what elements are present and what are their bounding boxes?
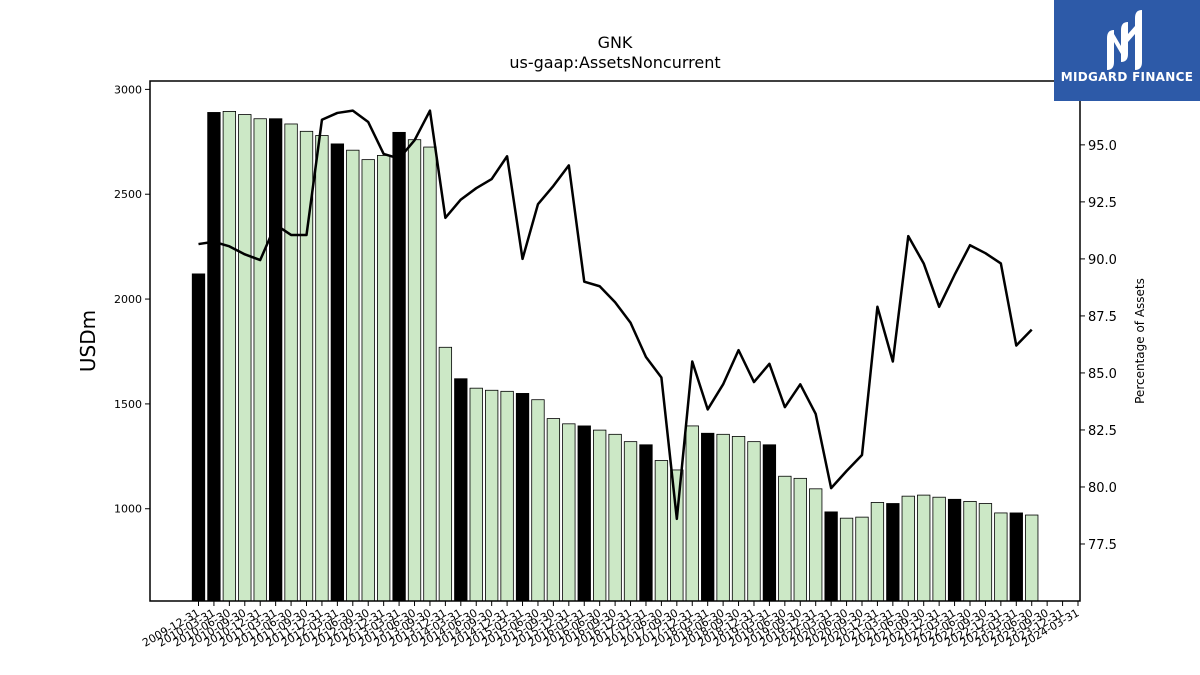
y-tick-label: 1500 <box>114 398 142 411</box>
bar-51 <box>978 503 993 602</box>
bar-18 <box>469 387 483 602</box>
y2-tick-label: 82.5 <box>1088 424 1117 439</box>
bar-28 <box>623 441 638 602</box>
logo-text: MIDGARD FINANCE <box>1061 70 1193 84</box>
bar-53 <box>1009 512 1023 602</box>
y2-tick-label: 95.0 <box>1088 139 1117 154</box>
x-axis: 2009-12-312010-03-312010-06-302010-09-30… <box>140 601 1082 650</box>
bar-0 <box>191 273 206 602</box>
left-axis: 1000 1500 2000 2500 3000 <box>114 83 150 516</box>
bar-27 <box>608 433 622 602</box>
bar-40 <box>809 488 823 602</box>
bar-32 <box>685 425 699 602</box>
bar-33 <box>701 432 715 602</box>
y-axis-label: USDm <box>76 310 100 372</box>
y2-tick-label: 85.0 <box>1088 367 1117 382</box>
y2-axis-label: Percentage of Assets <box>1133 278 1147 404</box>
right-axis: 77.5 80.0 82.5 85.0 87.5 90.0 92.5 95.0 <box>1080 139 1117 553</box>
y-tick-label: 2500 <box>114 188 142 201</box>
bar-47 <box>917 494 931 602</box>
bar-49 <box>947 498 962 602</box>
brand-logo: MIDGARD FINANCE <box>1054 0 1200 101</box>
bar-48 <box>932 496 946 602</box>
chart-subtitle: us-gaap:AssetsNoncurrent <box>509 53 720 72</box>
y-tick-label: 2000 <box>114 293 142 306</box>
bar-20 <box>500 390 514 602</box>
bar-17 <box>454 378 468 602</box>
bar-37 <box>762 444 777 602</box>
y2-tick-label: 90.0 <box>1088 253 1117 268</box>
bar-39 <box>793 477 807 602</box>
bar-34 <box>716 433 730 602</box>
bar-5 <box>268 118 283 602</box>
bar-35 <box>731 435 746 602</box>
bar-12 <box>377 155 391 602</box>
bar-1 <box>207 112 221 602</box>
bar-26 <box>593 429 607 602</box>
bar-13 <box>392 131 406 602</box>
bar-50 <box>963 500 977 602</box>
bar-45 <box>886 503 900 602</box>
bar-11 <box>361 159 375 602</box>
bar-19 <box>485 389 499 602</box>
bar-3 <box>238 114 252 602</box>
chart-title: GNK <box>598 33 633 52</box>
bar-9 <box>330 143 345 602</box>
bar-52 <box>994 512 1008 602</box>
bar-38 <box>778 475 792 602</box>
bar-29 <box>639 444 653 602</box>
bar-54 <box>1025 514 1039 602</box>
bar-36 <box>747 441 761 602</box>
y2-tick-label: 80.0 <box>1088 481 1117 496</box>
percentage-line <box>198 109 1033 521</box>
bar-22 <box>531 399 545 602</box>
y2-tick-label: 87.5 <box>1088 310 1117 325</box>
y-tick-label: 1000 <box>114 503 142 516</box>
y2-tick-label: 77.5 <box>1088 538 1117 553</box>
bar-2 <box>222 111 237 602</box>
bar-43 <box>855 516 869 602</box>
logo-mark-icon <box>1107 10 1142 70</box>
bar-15 <box>423 146 437 602</box>
bar-series <box>191 111 1039 602</box>
bar-44 <box>870 502 885 602</box>
y-tick-label: 3000 <box>114 83 142 96</box>
bar-16 <box>438 346 453 602</box>
bar-21 <box>515 393 530 602</box>
bar-42 <box>839 517 854 602</box>
bar-6 <box>284 123 298 602</box>
bar-41 <box>824 511 838 602</box>
bar-23 <box>546 418 561 602</box>
bar-14 <box>407 139 422 602</box>
bar-4 <box>253 118 267 602</box>
bar-30 <box>654 460 669 602</box>
bar-8 <box>315 135 329 602</box>
bar-24 <box>562 423 576 602</box>
bar-10 <box>346 149 360 602</box>
y2-tick-label: 92.5 <box>1088 196 1117 211</box>
bar-46 <box>901 495 915 602</box>
bar-25 <box>577 425 591 602</box>
